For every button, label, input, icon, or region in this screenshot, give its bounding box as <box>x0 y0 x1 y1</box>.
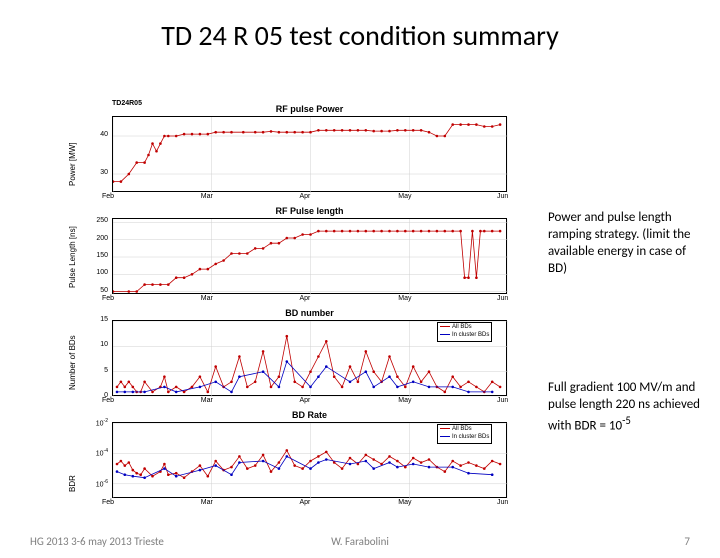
xtick: Apr <box>300 499 311 506</box>
xtick: Mar <box>201 397 213 404</box>
footer-center: W. Farabolini <box>0 535 720 548</box>
subplot-title: BD Rate <box>112 410 507 420</box>
footer-right: 7 <box>684 535 690 548</box>
annotation-2: Full gradient 100 MV/m and pulse length … <box>548 380 713 435</box>
xtick: Feb <box>102 295 114 302</box>
ylabel: Pulse Length [ns] <box>68 226 77 288</box>
ytick: 200 <box>90 235 108 242</box>
xtick: Jun <box>497 193 508 200</box>
xtick: May <box>398 499 411 506</box>
xtick: Jun <box>497 295 508 302</box>
xtick: Jun <box>497 397 508 404</box>
legend: All BDsIn cluster BDs <box>437 424 492 444</box>
xtick: Feb <box>102 193 114 200</box>
xtick: Feb <box>102 499 114 506</box>
subplot-title: RF Pulse length <box>112 206 507 216</box>
ylabel: Number of BDs <box>68 335 77 390</box>
xtick: Feb <box>102 397 114 404</box>
legend: All BDsIn cluster BDs <box>437 322 492 342</box>
subplot-title: RF pulse Power <box>112 104 507 114</box>
xtick: May <box>398 397 411 404</box>
xtick: Apr <box>300 295 311 302</box>
xtick: May <box>398 193 411 200</box>
ylabel: Power [MW] <box>68 142 77 186</box>
xtick: Apr <box>300 193 311 200</box>
ytick: 10-6 <box>90 479 108 488</box>
ytick: 10 <box>90 341 108 348</box>
xtick: Jun <box>497 499 508 506</box>
ytick: 150 <box>90 252 108 259</box>
xtick: Mar <box>201 295 213 302</box>
slide-title: TD 24 R 05 test condition summary <box>0 18 720 53</box>
ytick: 30 <box>90 169 108 176</box>
xtick: Mar <box>201 193 213 200</box>
ytick: 5 <box>90 367 108 374</box>
xtick: May <box>398 295 411 302</box>
ytick: 250 <box>90 217 108 224</box>
ytick: 10-2 <box>90 418 108 427</box>
ylabel: BDR <box>68 475 77 492</box>
ytick: 100 <box>90 269 108 276</box>
subplot-title: BD number <box>112 308 507 318</box>
annotation-1: Power and pulse length ramping strategy.… <box>548 210 708 278</box>
ytick: 10-4 <box>90 448 108 457</box>
xtick: Mar <box>201 499 213 506</box>
subplot <box>112 218 507 294</box>
ytick: 15 <box>90 316 108 323</box>
figure-area: TD24R05 RF pulse PowerPower [MW]3040FebM… <box>60 98 530 518</box>
subplot <box>112 116 507 192</box>
ytick: 40 <box>90 131 108 138</box>
ytick: 50 <box>90 287 108 294</box>
annotation-2-sup: -5 <box>622 414 631 427</box>
xtick: Apr <box>300 397 311 404</box>
